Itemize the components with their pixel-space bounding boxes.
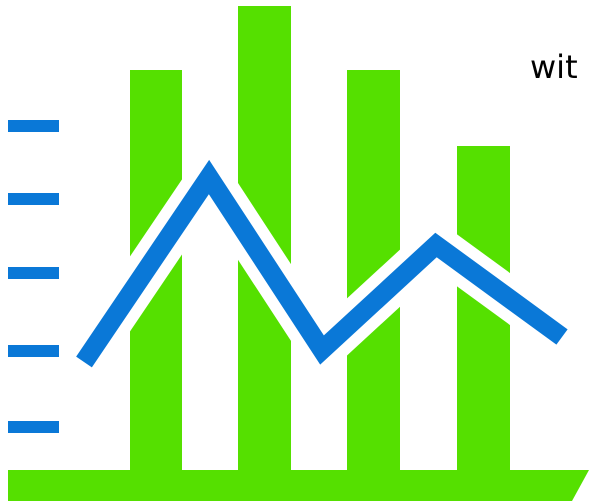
baseline — [8, 470, 589, 501]
tick-mark — [8, 267, 59, 279]
tick-mark — [8, 193, 59, 205]
caption-text: wit — [530, 48, 578, 86]
tick-mark — [8, 345, 59, 357]
tick-mark — [8, 120, 59, 132]
trend-line — [76, 159, 568, 368]
tick-mark — [8, 421, 59, 433]
tick-marks — [8, 120, 59, 433]
